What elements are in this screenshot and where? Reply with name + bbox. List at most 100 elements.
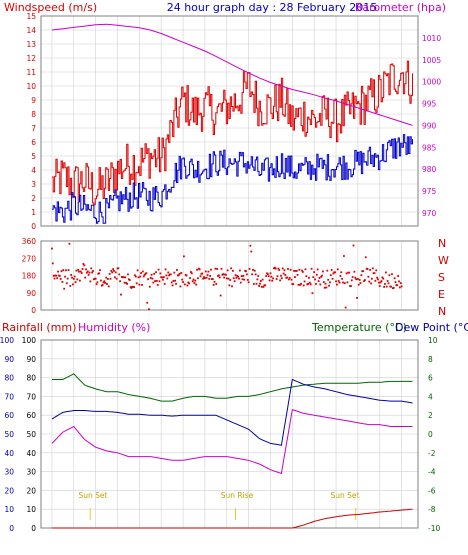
direction-point bbox=[125, 282, 128, 284]
direction-point bbox=[355, 278, 358, 281]
rain-tick-label: 20 bbox=[4, 486, 14, 495]
humidity-tick-label: 100 bbox=[22, 336, 37, 345]
direction-point bbox=[136, 269, 139, 272]
direction-point bbox=[78, 270, 80, 273]
direction-point bbox=[380, 280, 383, 283]
direction-point bbox=[268, 279, 271, 282]
direction-point bbox=[79, 270, 82, 273]
temperature-tick-label: -2 bbox=[428, 449, 436, 458]
direction-point bbox=[118, 273, 121, 276]
direction-point bbox=[72, 283, 74, 286]
direction-point bbox=[86, 270, 89, 273]
direction-point bbox=[308, 276, 310, 279]
direction-point bbox=[168, 274, 170, 277]
direction-point bbox=[105, 276, 108, 279]
wind-plot-frame bbox=[40, 15, 419, 227]
direction-point bbox=[235, 277, 238, 279]
y-tick-label: 5 bbox=[31, 152, 36, 161]
direction-point bbox=[201, 272, 204, 275]
direction-point bbox=[286, 276, 288, 279]
direction-point bbox=[397, 275, 400, 277]
direction-point bbox=[152, 281, 155, 284]
direction-point bbox=[85, 268, 87, 271]
direction-point bbox=[161, 276, 163, 279]
direction-point bbox=[199, 275, 202, 278]
direction-point bbox=[155, 271, 157, 274]
direction-point bbox=[130, 287, 133, 289]
direction-point bbox=[204, 270, 207, 273]
direction-point bbox=[89, 280, 92, 283]
direction-point bbox=[117, 267, 120, 270]
direction-point bbox=[327, 278, 330, 281]
direction-point bbox=[301, 269, 303, 272]
temperature-tick-label: 2 bbox=[428, 411, 433, 420]
direction-point bbox=[269, 272, 272, 275]
temperature-tick-label: -8 bbox=[428, 505, 436, 514]
direction-point bbox=[252, 283, 255, 285]
direction-point bbox=[60, 270, 63, 273]
direction-point bbox=[145, 272, 148, 275]
direction-point bbox=[150, 273, 153, 276]
temperature-tick-label: 0 bbox=[428, 430, 433, 439]
direction-point bbox=[126, 282, 129, 285]
direction-point bbox=[178, 272, 181, 275]
direction-point bbox=[249, 244, 252, 247]
direction-point bbox=[343, 255, 345, 257]
direction-point bbox=[55, 274, 58, 277]
direction-point bbox=[377, 281, 380, 284]
compass-label: E bbox=[438, 288, 445, 301]
direction-point bbox=[379, 281, 382, 284]
direction-point bbox=[367, 275, 370, 278]
y-tick-label: 12 bbox=[26, 54, 36, 63]
direction-point bbox=[247, 281, 250, 284]
y-tick-label: 14 bbox=[26, 26, 36, 35]
direction-point bbox=[343, 282, 346, 285]
direction-point bbox=[382, 277, 385, 280]
direction-point bbox=[271, 279, 274, 282]
direction-point bbox=[122, 276, 125, 279]
direction-point bbox=[272, 277, 275, 280]
direction-point bbox=[65, 269, 67, 272]
direction-point bbox=[138, 283, 141, 286]
direction-point bbox=[190, 271, 192, 273]
direction-point bbox=[74, 281, 77, 283]
direction-point bbox=[114, 271, 117, 274]
direction-point bbox=[164, 268, 167, 271]
direction-point bbox=[127, 273, 129, 276]
direction-point bbox=[299, 283, 302, 286]
direction-point bbox=[376, 276, 379, 279]
y-tick-label: 3 bbox=[31, 180, 36, 189]
humidity-tick-label: 0 bbox=[31, 524, 36, 533]
gust-series bbox=[51, 60, 413, 206]
direction-point bbox=[198, 268, 201, 271]
direction-point bbox=[106, 278, 109, 280]
direction-point bbox=[224, 273, 227, 276]
direction-point bbox=[193, 282, 196, 284]
direction-point bbox=[255, 282, 258, 285]
direction-point bbox=[88, 271, 91, 274]
direction-point bbox=[245, 270, 247, 273]
direction-point bbox=[81, 268, 84, 270]
direction-point bbox=[195, 283, 198, 286]
direction-point bbox=[253, 269, 256, 272]
direction-point bbox=[281, 267, 284, 270]
direction-point bbox=[112, 268, 115, 271]
direction-point bbox=[384, 283, 386, 285]
rain-tick-label: 80 bbox=[4, 374, 14, 383]
direction-point bbox=[113, 276, 116, 279]
direction-point bbox=[233, 280, 236, 283]
direction-point bbox=[332, 272, 335, 275]
direction-point bbox=[290, 278, 293, 281]
direction-point bbox=[111, 271, 114, 274]
direction-point bbox=[267, 275, 270, 278]
direction-point bbox=[259, 282, 261, 285]
direction-point bbox=[328, 284, 330, 287]
direction-point bbox=[368, 280, 371, 283]
direction-point bbox=[76, 278, 79, 281]
direction-point bbox=[348, 271, 351, 274]
direction-point bbox=[282, 272, 285, 275]
direction-point bbox=[104, 282, 107, 284]
barometer-series bbox=[51, 23, 413, 126]
temperature-tick-label: 8 bbox=[428, 355, 433, 364]
sunrise-annotation: Sun Rise bbox=[221, 491, 254, 500]
